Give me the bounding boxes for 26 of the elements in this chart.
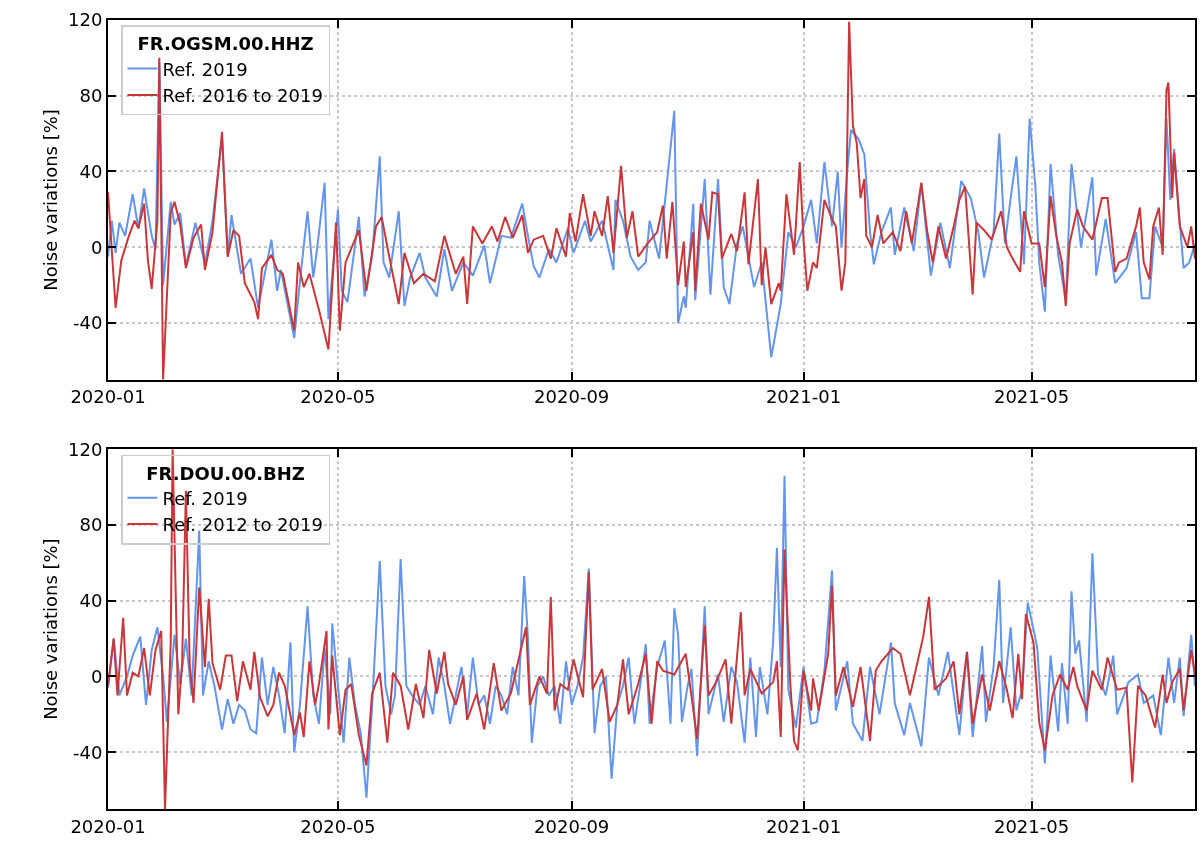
x-tick-label: 2020-01 <box>70 815 146 837</box>
x-tick-label: 2020-09 <box>534 386 610 408</box>
x-tick-label: 2021-05 <box>993 386 1070 408</box>
y-tick-label: 120 <box>68 438 103 460</box>
x-tick-label: 2020-01 <box>70 386 146 408</box>
y-tick-label: 40 <box>79 590 103 612</box>
x-tick-label: 2021-05 <box>993 815 1070 837</box>
legend-title: FR.OGSM.00.HHZ <box>137 33 314 55</box>
y-tick-label: 40 <box>79 160 103 182</box>
y-axis-title: Noise variations [%] <box>39 538 61 720</box>
x-tick-label: 2020-05 <box>300 386 376 408</box>
y-tick-label: 0 <box>90 665 103 687</box>
x-tick-label: 2020-05 <box>300 815 376 837</box>
x-tick-label: 2021-01 <box>765 386 842 408</box>
y-axis-title: Noise variations [%] <box>39 109 61 291</box>
y-tick-label: -40 <box>72 312 103 334</box>
x-tick-label: 2020-09 <box>534 815 610 837</box>
y-tick-label: 80 <box>79 514 103 536</box>
y-tick-label: 0 <box>90 236 103 258</box>
y-tick-label: -40 <box>72 741 103 763</box>
line-series <box>108 20 1195 380</box>
legend-label: Ref. 2016 to 2019 <box>162 84 323 106</box>
x-tick-label: 2021-01 <box>765 815 842 837</box>
y-tick-label: 80 <box>79 85 103 107</box>
legend-label: Ref. 2019 <box>162 58 248 80</box>
y-tick-label: 120 <box>68 9 103 31</box>
